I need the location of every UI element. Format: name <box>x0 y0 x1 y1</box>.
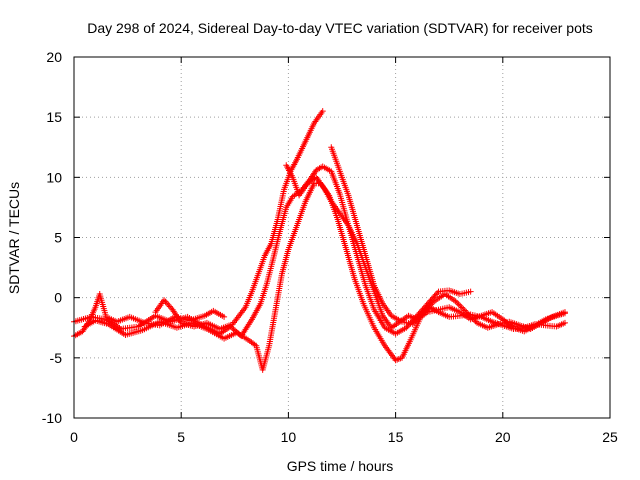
x-tick-label: 15 <box>388 429 404 445</box>
data-point <box>221 313 228 320</box>
data-point <box>319 108 326 115</box>
series-sat-track-6 <box>328 144 568 332</box>
series-trace <box>73 165 471 337</box>
x-tick-label: 20 <box>495 429 511 445</box>
series-trace <box>155 110 324 330</box>
data-point <box>467 288 474 295</box>
series-sat-track-1 <box>71 163 474 340</box>
y-tick-label: 0 <box>54 290 62 306</box>
data-point <box>561 319 568 326</box>
y-tick-label: -5 <box>50 350 63 366</box>
x-tick-label: 25 <box>602 429 618 445</box>
series-layer <box>71 108 568 373</box>
chart-title: Day 298 of 2024, Sidereal Day-to-day VTE… <box>87 20 593 36</box>
series-sat-track-4 <box>152 108 326 332</box>
series-trace <box>84 182 566 372</box>
x-tick-label: 5 <box>177 429 185 445</box>
x-tick-label: 10 <box>281 429 297 445</box>
x-axis-label: GPS time / hours <box>287 458 394 474</box>
y-tick-label: 10 <box>46 169 62 185</box>
series-trace <box>330 147 566 330</box>
x-tick-label: 0 <box>70 429 78 445</box>
axis-layer: 0 5 10 15 20 25 -10 -5 0 5 10 15 20 <box>42 49 618 445</box>
y-tick-label: 5 <box>54 230 62 246</box>
series-trace <box>73 292 225 337</box>
y-tick-label: -10 <box>42 410 62 426</box>
y-tick-label: 20 <box>46 49 62 65</box>
y-tick-label: 15 <box>46 109 62 125</box>
y-axis-label: SDTVAR / TECUs <box>6 182 22 294</box>
series-sat-track-3 <box>71 291 228 340</box>
series-sat-track-2 <box>81 180 568 373</box>
data-point <box>561 309 568 316</box>
